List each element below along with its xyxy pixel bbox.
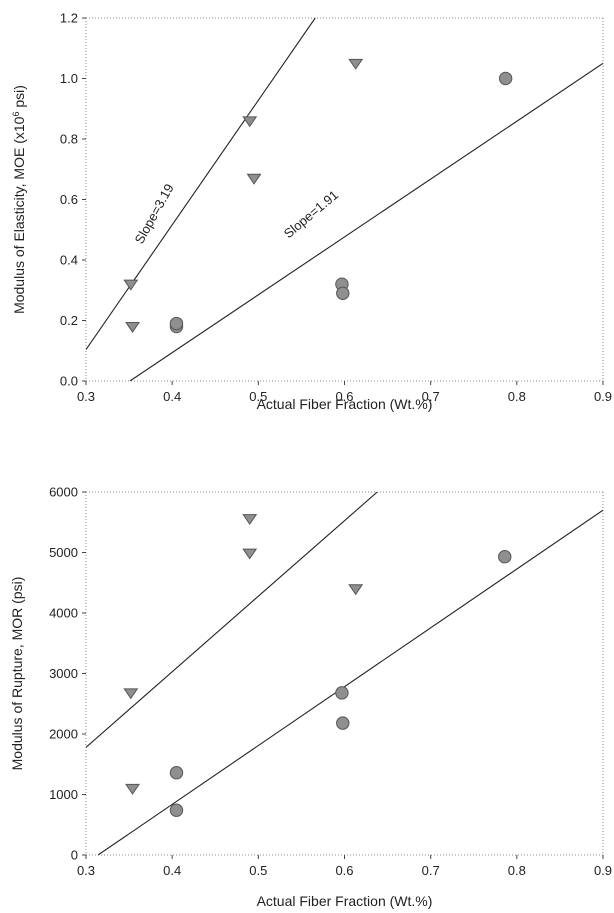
x-tick-label: 0.8 [508, 389, 526, 404]
x-tick-label: 0.7 [422, 389, 440, 404]
x-tick-label: 0.3 [77, 389, 95, 404]
trend-line [129, 62, 603, 381]
trend-line [86, 18, 316, 350]
y-tick-label: 1000 [49, 787, 78, 802]
y-axis-title-part: Modulus of Elasticity, MOE (x10 [11, 116, 27, 314]
triangle-marker [242, 514, 258, 526]
circle-marker [169, 766, 184, 780]
y-axis-title: Modulus of Elasticity, MOE (x106 psi) [11, 85, 27, 314]
moe-chart: 0.3 0.4 0.5 0.6 0.7 0.8 0.9 0.0 0.2 0.4 0.6 0.8 1.0 1… [11, 11, 612, 413]
y-tick-label: 0.4 [60, 253, 78, 268]
y-tick-label: 6000 [49, 485, 78, 500]
y-tick-label: 0 [71, 848, 78, 863]
y-axis-title-part: psi) [11, 85, 27, 111]
x-tick-label: 0.9 [594, 389, 612, 404]
trend-lines [86, 18, 603, 381]
x-tick-label: 0.7 [422, 863, 440, 878]
y-tick-label: 4000 [49, 606, 78, 621]
x-tick-label: 0.5 [249, 863, 267, 878]
y-tick-label: 3000 [49, 666, 78, 681]
x-axis-title: Actual Fiber Fraction (Wt.%) [257, 893, 433, 909]
y-tick-label: 1.2 [60, 11, 78, 26]
triangle-marker [123, 688, 139, 700]
circle-marker [169, 316, 184, 331]
x-tick-label: 0.6 [335, 863, 353, 878]
circle-marker [169, 803, 184, 817]
triangle-marker [125, 322, 140, 333]
circle-marker [335, 686, 349, 700]
trend-line [86, 492, 378, 748]
slope-annotation: Slope=3.19 [132, 181, 177, 246]
x-tick-label: 0.8 [508, 863, 526, 878]
y-tick-label: 1.0 [60, 71, 78, 86]
x-tick-label: 0.5 [249, 389, 267, 404]
x-tick-label: 0.9 [594, 863, 612, 878]
y-tick-label: 2000 [49, 727, 78, 742]
y-tick-label: 0.2 [60, 313, 78, 328]
triangle-marker [125, 783, 140, 795]
y-tick-label: 5000 [49, 545, 78, 560]
trend-line [97, 509, 603, 855]
circle-marker [336, 716, 350, 730]
x-tick-label: 0.3 [77, 863, 95, 878]
slope-annotation: Slope=1.91 [281, 187, 341, 241]
triangle-marker [123, 279, 139, 291]
x-tick-label: 0.6 [335, 389, 353, 404]
y-tick-label: 0.0 [60, 374, 78, 389]
trend-lines [86, 492, 603, 855]
triangle-marker [348, 58, 364, 70]
circle-marker [498, 550, 512, 564]
x-axis-title: Actual Fiber Fraction (Wt.%) [257, 396, 433, 412]
x-tick-label: 0.4 [163, 389, 181, 404]
triangle-marker [242, 548, 258, 560]
circle-marker [336, 286, 350, 300]
x-tick-label: 0.4 [163, 863, 181, 878]
mor-chart: 0.3 0.4 0.5 0.6 0.7 0.8 0.9 0 1000 2000 3000 4000 50… [9, 485, 612, 910]
circle-marker [498, 71, 513, 86]
y-axis-title-superscript: 6 [11, 112, 21, 117]
y-tick-label: 0.8 [60, 132, 78, 147]
triangle-marker [242, 116, 258, 128]
y-axis-title: Modulus of Rupture, MOR (psi) [9, 577, 25, 771]
triangle-marker [348, 584, 364, 596]
y-tick-label: 0.6 [60, 192, 78, 207]
triangle-marker [246, 173, 262, 185]
